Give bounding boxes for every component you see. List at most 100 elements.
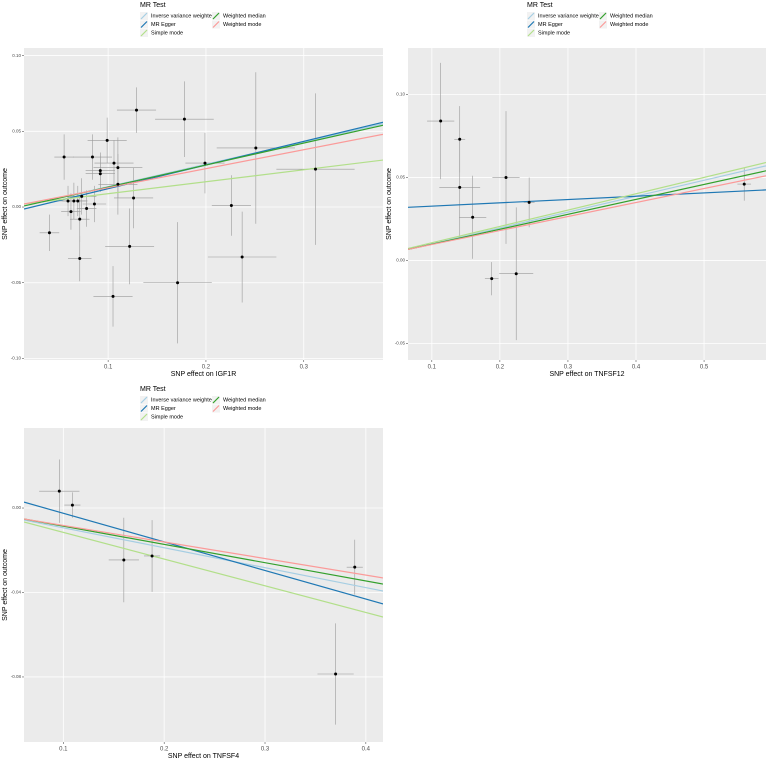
regression-line (24, 133, 383, 205)
point (98, 172, 102, 176)
point (98, 169, 102, 173)
point (458, 137, 462, 141)
point (334, 672, 338, 676)
point (182, 117, 186, 121)
regression-line (408, 161, 766, 250)
y-axis-label: SNP effect on outcome (2, 168, 9, 240)
y-tick-label: -0.04 (11, 590, 22, 595)
x-tick-label: 0.1 (428, 365, 437, 371)
y-tick-label: -0.05 (11, 280, 22, 285)
point (112, 161, 116, 165)
point (72, 199, 76, 203)
legend-swatch (212, 21, 220, 28)
legend-title: MR Test (527, 2, 553, 9)
regression-line (24, 501, 383, 605)
point (229, 204, 233, 208)
x-tick-label: 0.2 (160, 747, 169, 753)
point (458, 185, 462, 189)
point (116, 166, 120, 170)
panel-background (24, 428, 383, 742)
x-tick-label: 0.1 (59, 747, 68, 753)
legend-title: MR Test (140, 386, 166, 393)
point (203, 161, 207, 165)
point (62, 155, 66, 159)
point (134, 108, 138, 112)
y-tick-label: 0.00 (12, 204, 21, 209)
point (122, 558, 126, 562)
x-axis-label: SNP effect on TNFSF4 (168, 753, 239, 758)
y-tick-label: 0.10 (12, 53, 21, 58)
point (80, 194, 84, 198)
regression-line (408, 170, 766, 251)
point (490, 277, 494, 281)
point (240, 255, 244, 259)
x-tick-label: 0.1 (104, 365, 113, 371)
chart-panel: 0.1 0.2 0.3 -0.10 -0.05 0.00 0.05 0.10 SNP effec… (2, 2, 383, 378)
point (78, 257, 82, 261)
legend-label: Simple mode (538, 30, 570, 36)
x-axis-label: SNP effect on IGF1R (171, 371, 237, 378)
y-tick-label: 0.00 (12, 505, 21, 510)
point (66, 199, 70, 203)
x-tick-label: 0.5 (700, 365, 709, 371)
legend-title: MR Test (140, 2, 166, 9)
y-tick-label: -0.08 (11, 674, 22, 679)
legend-swatch (599, 21, 607, 28)
regression-line (24, 519, 383, 592)
y-axis-label: SNP effect on outcome (386, 168, 393, 240)
point (90, 155, 94, 159)
legend-label: Simple mode (151, 414, 183, 420)
legend-label: Weighted median (610, 13, 653, 19)
legend-label: Weighted median (223, 397, 266, 403)
y-tick-label: 0.05 (12, 128, 21, 133)
point (116, 182, 120, 186)
point (742, 182, 746, 186)
x-tick-label: 0.3 (564, 365, 573, 371)
point (47, 231, 51, 235)
y-tick-label: -0.10 (11, 356, 22, 361)
legend-swatch (140, 21, 148, 28)
legend-swatch (140, 396, 148, 404)
legend-label: Weighted median (223, 13, 266, 19)
legend-swatch (527, 12, 535, 20)
point (176, 281, 180, 285)
point (150, 554, 154, 558)
point (85, 207, 89, 211)
point (527, 200, 531, 204)
point (76, 199, 80, 203)
point (314, 167, 318, 171)
legend-swatch (599, 12, 607, 20)
regression-line (24, 518, 383, 585)
legend-label: MR Egger (151, 406, 176, 412)
regression-line (408, 165, 766, 251)
legend-swatch (140, 29, 148, 37)
x-tick-label: 0.4 (362, 747, 371, 753)
legend-label: Weighted mode (223, 406, 261, 412)
legend-swatch (140, 405, 148, 412)
regression-line (24, 159, 383, 205)
y-tick-label: 0.05 (396, 175, 405, 180)
x-tick-label: 0.2 (202, 365, 211, 371)
legend-label: Inverse variance weighted (538, 13, 602, 19)
point (471, 215, 475, 219)
x-tick-label: 0.3 (261, 747, 270, 753)
y-tick-label: 0.10 (396, 92, 405, 97)
legend-swatch (212, 396, 220, 404)
point (353, 565, 357, 569)
point (111, 294, 115, 298)
legend-swatch (140, 413, 148, 421)
point (128, 244, 132, 248)
point (132, 196, 136, 200)
regression-line (408, 175, 766, 251)
y-tick-label: -0.05 (395, 341, 406, 346)
point (69, 210, 73, 214)
regression-line (24, 518, 383, 579)
x-tick-label: 0.3 (300, 365, 309, 371)
chart-panel: 0.1 0.2 0.3 0.4 -0.08 -0.04 0.00 SNP effect on … (2, 386, 383, 758)
legend-label: Inverse variance weighted (151, 13, 215, 19)
legend-label: Inverse variance weighted (151, 397, 215, 403)
point (514, 272, 518, 276)
point (439, 119, 443, 123)
y-tick-label: 0.00 (396, 258, 405, 263)
